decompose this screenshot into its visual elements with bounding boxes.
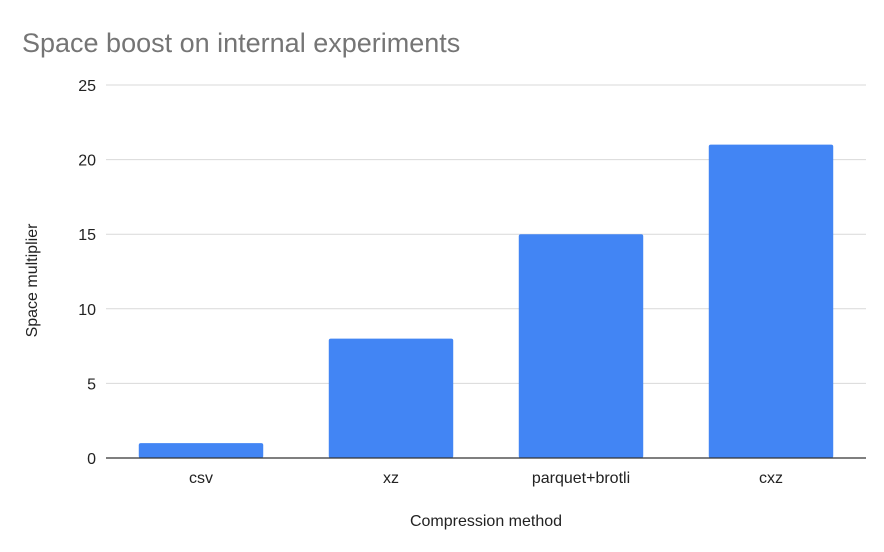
y-tick-label: 0: [87, 451, 96, 468]
x-axis-ticks: csv xz parquet+brotli cxz: [189, 470, 783, 487]
bar: [708, 144, 834, 458]
x-axis-label: Compression method: [410, 513, 562, 530]
y-tick-label: 10: [78, 302, 96, 319]
x-tick-label: parquet+brotli: [532, 470, 630, 487]
y-axis-ticks: 0 5 10 15 20 25: [78, 78, 96, 468]
bar: [328, 338, 454, 458]
y-axis-label: Space multiplier: [24, 223, 41, 338]
bars: [138, 144, 834, 458]
bar: [138, 443, 264, 458]
x-tick-label: cxz: [759, 470, 783, 487]
chart-title: Space boost on internal experiments: [22, 28, 460, 58]
y-tick-label: 25: [78, 78, 96, 95]
x-tick-label: csv: [189, 470, 213, 487]
x-tick-label: xz: [383, 470, 399, 487]
y-tick-label: 15: [78, 227, 96, 244]
bar: [518, 234, 644, 458]
y-tick-label: 20: [78, 153, 96, 170]
y-tick-label: 5: [87, 376, 96, 393]
